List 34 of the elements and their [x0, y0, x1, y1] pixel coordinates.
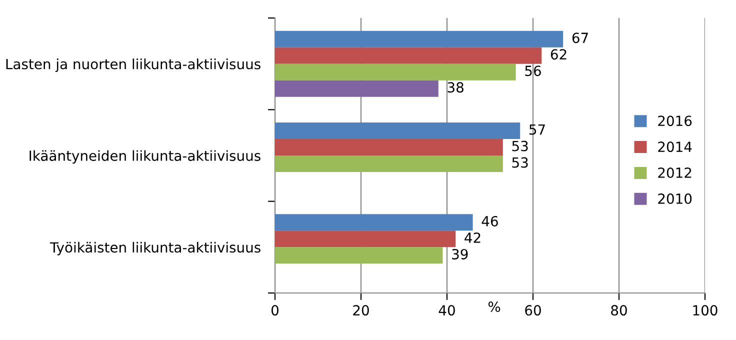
x-tick-label: 80	[611, 305, 627, 316]
legend-label: 2010	[658, 193, 692, 204]
data-label: 46	[482, 216, 498, 226]
bar	[275, 64, 516, 80]
bar	[275, 230, 456, 248]
bar	[275, 214, 473, 231]
bar	[275, 47, 542, 64]
data-label: 67	[572, 32, 588, 44]
legend-label: 2012	[658, 167, 692, 178]
y-tick-label: Ikääntyneiden liikunta-aktiivisuus	[30, 150, 260, 164]
x-axis-title: %	[488, 301, 500, 312]
data-label: 38	[448, 82, 464, 93]
data-label: 42	[464, 232, 480, 243]
legend-label: 2016	[658, 116, 692, 126]
data-label: 53	[512, 140, 528, 152]
x-tick-label: 60	[525, 305, 541, 316]
data-label: 62	[550, 49, 566, 60]
bar	[275, 30, 564, 48]
y-tick-label: Työikäisten liikunta-aktiivisuus	[50, 242, 260, 256]
x-tick-label: 40	[438, 305, 455, 316]
bar	[275, 156, 503, 172]
data-label: 39	[452, 248, 468, 260]
data-label: 57	[530, 124, 545, 135]
bar	[275, 247, 443, 264]
data-label: 53	[512, 157, 528, 168]
x-tick-label: 20	[353, 305, 369, 316]
legend-label: 2014	[658, 142, 692, 152]
y-tick-label: Lasten ja nuorten liikunta-aktiivisuus	[6, 58, 260, 72]
bar	[275, 139, 503, 156]
bar	[275, 80, 438, 97]
x-tick-label: 0	[271, 305, 278, 316]
bar	[275, 122, 520, 139]
data-label: 56	[525, 66, 541, 76]
x-tick-label: 100	[693, 305, 718, 316]
